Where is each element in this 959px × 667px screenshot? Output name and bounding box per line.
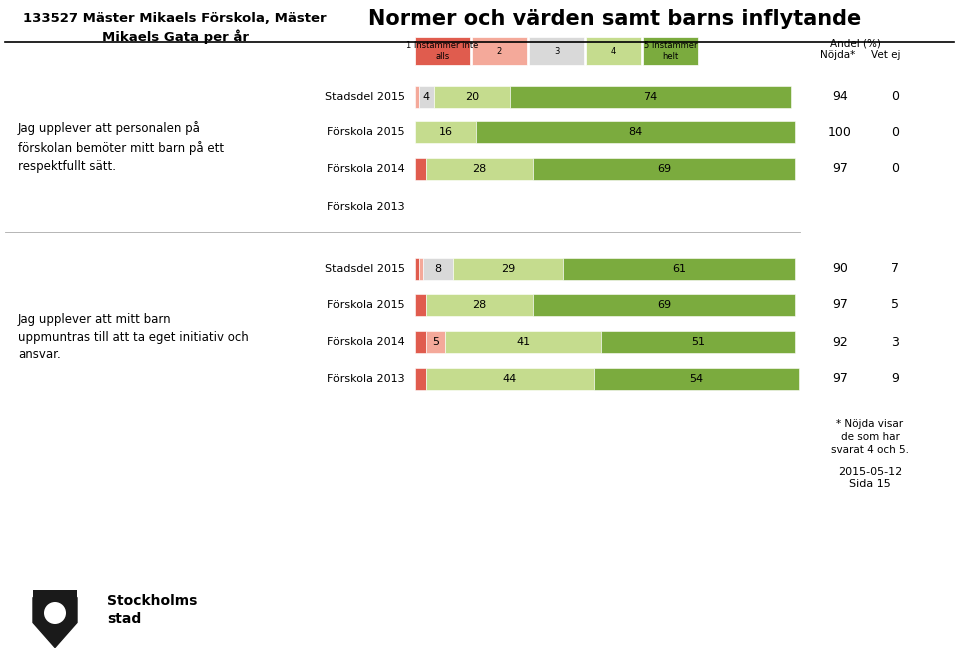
Text: 61: 61 xyxy=(672,264,686,274)
Text: 51: 51 xyxy=(691,337,705,347)
Bar xyxy=(427,294,533,316)
Bar xyxy=(472,37,527,65)
Text: Jag upplever att mitt barn
uppmuntras till att ta eget initiativ och
ansvar.: Jag upplever att mitt barn uppmuntras ti… xyxy=(18,313,248,362)
Text: 0: 0 xyxy=(891,163,899,175)
Text: 0: 0 xyxy=(891,91,899,103)
Bar xyxy=(586,37,641,65)
Text: 133527 Mäster Mikaels Förskola, Mäster
Mikaels Gata per år: 133527 Mäster Mikaels Förskola, Mäster M… xyxy=(23,12,327,44)
Bar xyxy=(594,368,799,390)
Bar xyxy=(445,331,601,353)
Text: 94: 94 xyxy=(832,91,848,103)
Bar xyxy=(533,158,795,180)
Text: 5: 5 xyxy=(433,337,439,347)
Text: Förskola 2015: Förskola 2015 xyxy=(327,127,405,137)
Bar xyxy=(643,37,698,65)
Text: 2: 2 xyxy=(497,47,503,55)
Text: 69: 69 xyxy=(657,164,671,174)
Text: Förskola 2014: Förskola 2014 xyxy=(327,337,405,347)
Text: 5: 5 xyxy=(891,299,899,311)
Bar xyxy=(415,86,419,108)
Text: 4: 4 xyxy=(423,92,430,102)
Bar xyxy=(427,158,533,180)
Text: 29: 29 xyxy=(501,264,515,274)
Text: Förskola 2013: Förskola 2013 xyxy=(327,374,405,384)
Text: Förskola 2013: Förskola 2013 xyxy=(327,202,405,212)
Text: 41: 41 xyxy=(516,337,530,347)
Text: 90: 90 xyxy=(832,263,848,275)
Bar xyxy=(423,258,453,280)
Bar xyxy=(415,158,427,180)
Text: 3: 3 xyxy=(891,336,899,348)
Text: Jag upplever att personalen på
förskolan bemöter mitt barn på ett
respektfullt s: Jag upplever att personalen på förskolan… xyxy=(18,121,224,173)
Text: 44: 44 xyxy=(503,374,517,384)
Text: 92: 92 xyxy=(832,336,848,348)
Bar xyxy=(415,258,419,280)
Text: Stadsdel 2015: Stadsdel 2015 xyxy=(325,92,405,102)
Bar xyxy=(33,590,77,598)
Text: 5 Instämmer
helt: 5 Instämmer helt xyxy=(643,41,697,61)
Bar xyxy=(563,258,795,280)
Bar xyxy=(415,368,427,390)
Bar xyxy=(434,86,510,108)
Text: 69: 69 xyxy=(657,300,671,310)
Text: Andel (%): Andel (%) xyxy=(830,38,880,48)
Bar xyxy=(419,86,434,108)
Bar xyxy=(476,121,795,143)
Text: 20: 20 xyxy=(465,92,480,102)
Text: 100: 100 xyxy=(828,125,852,139)
Bar xyxy=(415,294,427,316)
Bar xyxy=(533,294,795,316)
Bar xyxy=(419,258,423,280)
Circle shape xyxy=(44,602,66,624)
Text: 54: 54 xyxy=(690,374,703,384)
Text: 28: 28 xyxy=(473,164,487,174)
Text: Förskola 2015: Förskola 2015 xyxy=(327,300,405,310)
Bar xyxy=(415,37,470,65)
Text: 2015-05-12: 2015-05-12 xyxy=(838,467,902,477)
Bar xyxy=(529,37,584,65)
Text: 16: 16 xyxy=(438,127,453,137)
Text: 28: 28 xyxy=(473,300,487,310)
PathPatch shape xyxy=(33,598,77,648)
Bar xyxy=(427,331,445,353)
Text: * Nöjda visar
de som har
svarat 4 och 5.: * Nöjda visar de som har svarat 4 och 5. xyxy=(831,419,909,456)
Text: Stockholms
stad: Stockholms stad xyxy=(107,594,198,626)
Text: 84: 84 xyxy=(628,127,643,137)
Text: Normer och värden samt barns inflytande: Normer och värden samt barns inflytande xyxy=(368,9,861,29)
Bar xyxy=(601,331,795,353)
Text: Vet ej: Vet ej xyxy=(871,50,901,60)
Bar xyxy=(415,121,476,143)
Text: 8: 8 xyxy=(434,264,441,274)
Text: 97: 97 xyxy=(832,299,848,311)
Bar xyxy=(415,331,427,353)
Text: 97: 97 xyxy=(832,372,848,386)
Text: Nöjda*: Nöjda* xyxy=(820,50,855,60)
Text: 3: 3 xyxy=(553,47,559,55)
Text: Förskola 2014: Förskola 2014 xyxy=(327,164,405,174)
Text: 9: 9 xyxy=(891,372,899,386)
Text: Stadsdel 2015: Stadsdel 2015 xyxy=(325,264,405,274)
Text: Sida 15: Sida 15 xyxy=(849,479,891,489)
Text: 7: 7 xyxy=(891,263,899,275)
Text: 0: 0 xyxy=(891,125,899,139)
Text: 97: 97 xyxy=(832,163,848,175)
Bar xyxy=(453,258,563,280)
Bar xyxy=(510,86,791,108)
Text: 4: 4 xyxy=(611,47,616,55)
Text: 74: 74 xyxy=(643,92,658,102)
Text: 1 Instämmer inte
alls: 1 Instämmer inte alls xyxy=(407,41,479,61)
Bar xyxy=(427,368,594,390)
